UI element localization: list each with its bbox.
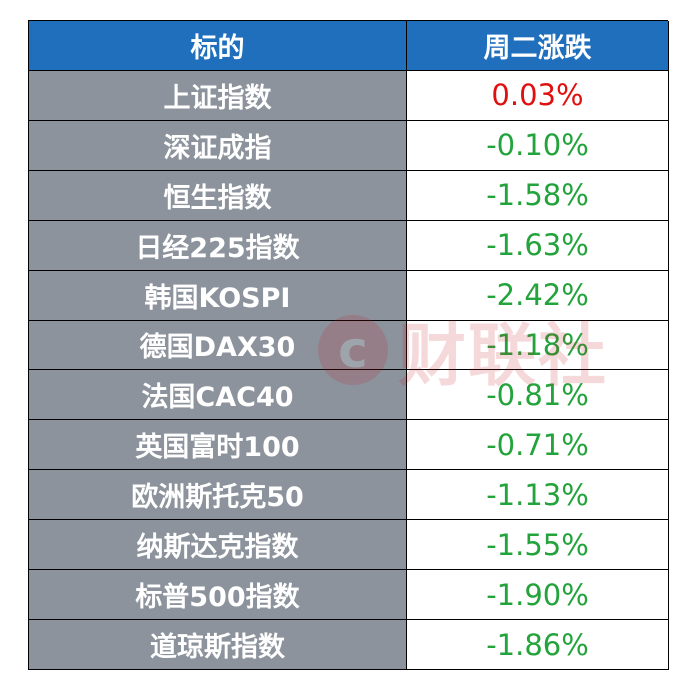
row-name: 德国DAX30 bbox=[29, 320, 407, 371]
row-change: -0.81% bbox=[407, 370, 669, 421]
row-name: 上证指数 bbox=[29, 70, 407, 121]
row-change: -0.71% bbox=[407, 420, 669, 471]
row-name: 韩国KOSPI bbox=[29, 270, 407, 321]
header-target: 标的 bbox=[29, 21, 407, 71]
row-name: 深证成指 bbox=[29, 120, 407, 171]
row-name: 道琼斯指数 bbox=[29, 620, 407, 670]
row-name: 日经225指数 bbox=[29, 220, 407, 271]
row-change: -1.63% bbox=[407, 220, 669, 271]
row-change: -1.55% bbox=[407, 520, 669, 571]
row-name: 恒生指数 bbox=[29, 170, 407, 221]
row-name: 英国富时100 bbox=[29, 420, 407, 471]
row-change: -0.10% bbox=[407, 120, 669, 171]
row-change: -1.18% bbox=[407, 320, 669, 371]
row-name: 标普500指数 bbox=[29, 570, 407, 621]
row-change: -1.90% bbox=[407, 570, 669, 621]
row-change: -2.42% bbox=[407, 270, 669, 321]
index-change-table: 标的 周二涨跌 上证指数 0.03% 深证成指 -0.10% 恒生指数 -1.5… bbox=[28, 20, 669, 670]
row-name: 欧洲斯托克50 bbox=[29, 470, 407, 521]
row-name: 法国CAC40 bbox=[29, 370, 407, 421]
row-change: -1.13% bbox=[407, 470, 669, 521]
row-change: -1.58% bbox=[407, 170, 669, 221]
header-tuesday-change: 周二涨跌 bbox=[407, 21, 669, 71]
row-change: 0.03% bbox=[407, 70, 669, 121]
row-change: -1.86% bbox=[407, 620, 669, 670]
row-name: 纳斯达克指数 bbox=[29, 520, 407, 571]
